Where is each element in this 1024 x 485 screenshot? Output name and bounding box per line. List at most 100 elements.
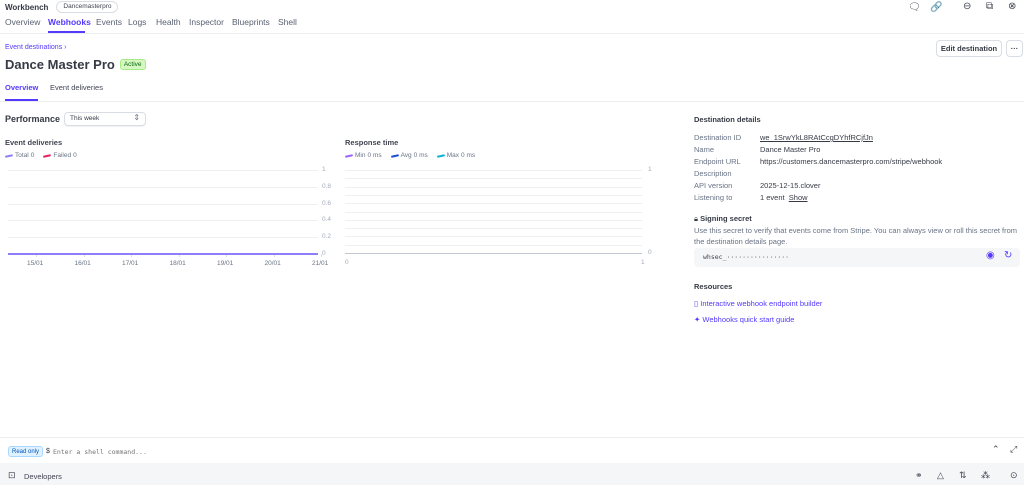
tab-logs[interactable]: Logs: [128, 17, 147, 27]
x-tick-label: 15/01: [27, 260, 44, 267]
app-title: Workbench: [5, 2, 49, 12]
legend-total: Total 0: [4, 152, 34, 159]
tab-blueprints[interactable]: Blueprints: [232, 17, 270, 27]
gridline: [345, 170, 642, 171]
details-title: Destination details: [694, 115, 761, 124]
gridline: [345, 244, 642, 246]
legend-swatch: [344, 153, 354, 158]
x-tick: [226, 254, 227, 257]
x-tick-label: 1: [641, 259, 645, 266]
x-tick-label: 16/01: [74, 260, 91, 267]
gridline: [345, 228, 642, 230]
binoculars-icon[interactable]: ⚭: [915, 470, 923, 480]
gridline: [345, 236, 642, 238]
time-range-select[interactable]: This week ⇕: [64, 112, 147, 126]
x-tick-label: 21/01: [312, 260, 329, 267]
gridline: [8, 237, 318, 239]
detail-name: Dance Master Pro: [760, 145, 821, 154]
subtabs-divider: [0, 101, 1024, 102]
y-tick-label: 0.4: [322, 216, 332, 224]
breadcrumb-link[interactable]: Event destinations: [5, 44, 63, 51]
legend-failed: Failed 0: [43, 152, 77, 159]
tab-overview[interactable]: Overview: [5, 17, 41, 27]
resource-link-quickstart[interactable]: ✦ Webhooks quick start guide: [694, 315, 795, 324]
y-tick-label: 1: [322, 166, 326, 173]
secret-field: whsec_················ ◉ ↻: [694, 248, 1020, 267]
performance-title: Performance: [5, 114, 61, 124]
tab-inspector[interactable]: Inspector: [189, 17, 224, 27]
legend-swatch: [390, 153, 399, 158]
chevron-up-icon[interactable]: ⌃: [992, 444, 1000, 454]
gridline: [8, 170, 318, 171]
close-icon[interactable]: ⊗: [1008, 1, 1017, 12]
legend-avg: Avg 0 ms: [390, 152, 428, 159]
shell-input[interactable]: [52, 445, 978, 458]
header-divider: [0, 33, 1024, 34]
gridline: [345, 194, 642, 196]
read-only-badge: Read only: [8, 446, 44, 457]
y-tick-label: 1: [648, 166, 652, 173]
resize-icon[interactable]: ⤢: [1010, 444, 1018, 454]
y-tick-label: 0.8: [322, 182, 332, 190]
feedback-icon[interactable]: 🗨: [908, 2, 921, 13]
x-tick-label: 19/01: [217, 260, 234, 267]
app-header-row: Workbench Dancemasterpro: [5, 1, 119, 13]
lock-icon: 🔒︎: [694, 214, 698, 223]
y-tick-label: 0: [322, 250, 326, 257]
legend-swatch: [43, 153, 52, 158]
eye-icon[interactable]: ◉: [986, 250, 995, 261]
rocket-icon: ✦: [694, 315, 701, 324]
response-time-title: Response time: [345, 138, 399, 147]
expand-icon[interactable]: ⧉: [986, 1, 994, 12]
tab-health[interactable]: Health: [156, 17, 181, 27]
x-tick-label: 20/01: [264, 260, 281, 267]
x-tick-label: 0: [345, 259, 349, 266]
resource-link-builder[interactable]: ▯ Interactive webhook endpoint builder: [694, 299, 823, 308]
more-options-button[interactable]: ···: [1006, 40, 1023, 57]
roll-secret-icon[interactable]: ↻: [1004, 250, 1013, 261]
destination-id[interactable]: we_1SrwYkL8RAtCcgDYhfRCjfJn: [760, 133, 873, 142]
secret-value: whsec_················: [703, 253, 790, 261]
response-time-legend: Min 0 ms Avg 0 ms Max 0 ms: [344, 152, 475, 159]
account-badge[interactable]: Dancemasterpro: [56, 1, 119, 13]
subtab-event-deliveries[interactable]: Event deliveries: [50, 83, 103, 92]
resources-title: Resources: [694, 282, 733, 291]
sort-arrows-icon[interactable]: ⇅: [959, 470, 967, 480]
gridline: [345, 178, 642, 180]
subtab-underline: [5, 99, 38, 101]
legend-swatch: [4, 153, 14, 158]
terminal-icon: ⊡: [8, 470, 16, 480]
title-row: Dance Master Pro Active: [5, 57, 146, 72]
x-tick: [83, 254, 85, 257]
x-tick: [178, 254, 180, 257]
workflow-icon[interactable]: ⁂: [981, 470, 990, 480]
detail-label-description: Description: [694, 169, 732, 178]
tab-webhooks[interactable]: Webhooks: [48, 17, 91, 27]
shell-prompt: $: [46, 448, 50, 455]
x-tick: [36, 254, 37, 257]
link-icon[interactable]: 🔗: [930, 2, 943, 13]
show-events-link[interactable]: Show: [788, 193, 808, 202]
event-deliveries-title: Event deliveries: [5, 138, 63, 147]
detail-label-url: Endpoint URL: [694, 157, 741, 166]
detail-listening: 1 event Show: [760, 193, 808, 202]
detail-label-name: Name: [694, 145, 715, 154]
detail-label-id: Destination ID: [694, 133, 742, 142]
tab-shell[interactable]: Shell: [278, 17, 297, 27]
x-tick: [321, 254, 322, 257]
detail-label-api: API version: [694, 181, 733, 190]
breadcrumb[interactable]: Event destinations ›: [5, 44, 67, 51]
subtab-overview[interactable]: Overview: [5, 83, 39, 92]
developers-bar: [0, 463, 1024, 485]
detail-endpoint-url: https://customers.dancemasterpro.com/str…: [760, 157, 943, 166]
warning-icon[interactable]: △: [937, 470, 944, 480]
collapse-icon[interactable]: ⊙: [1010, 470, 1018, 480]
legend-min: Min 0 ms: [344, 152, 382, 159]
performance-row: Performance This week ⇕: [5, 112, 147, 126]
developers-label[interactable]: Developers: [24, 472, 62, 481]
detail-api-version: 2025-12-15.clover: [760, 181, 821, 190]
edit-destination-button[interactable]: Edit destination: [936, 40, 1002, 57]
minimize-icon[interactable]: ⊖: [963, 1, 972, 12]
detail-label-listening: Listening to: [694, 193, 733, 202]
tab-events[interactable]: Events: [96, 17, 122, 27]
